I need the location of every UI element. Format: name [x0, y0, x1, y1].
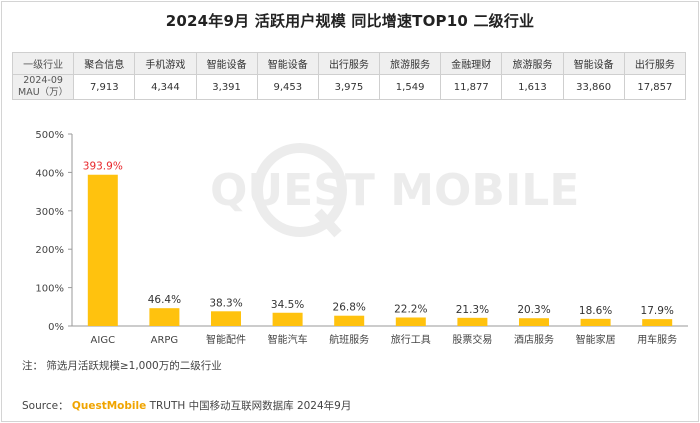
industry-cell: 手机游戏: [134, 52, 197, 75]
data-label: 20.3%: [517, 304, 550, 316]
bar: [272, 312, 303, 326]
table-row-mau: 2024-09 MAU（万） 7,913 4,344 3,391 9,453 3,975…: [11, 74, 687, 100]
mau-cell: 33,860: [562, 74, 625, 100]
row-header-mau-line1: 2024-09: [23, 75, 63, 86]
bar: [519, 318, 549, 326]
mau-cell: 7,913: [73, 74, 136, 100]
industry-cell: 旅游服务: [379, 52, 442, 75]
bar: [580, 318, 611, 326]
footnote: 注： 筛选月活跃规模≥1,000万的二级行业: [22, 360, 222, 372]
mau-cell: 11,877: [440, 74, 503, 100]
data-label: 18.6%: [579, 305, 612, 317]
bar: [211, 311, 241, 326]
mau-table: 一级行业 聚合信息 手机游戏 智能设备 智能设备 出行服务 旅游服务 金融理财 旅游服务 智能设…: [11, 52, 687, 100]
y-tick-label: 200%: [35, 245, 64, 256]
y-tick-label: 100%: [35, 284, 64, 295]
data-label: 26.8%: [333, 302, 366, 314]
source-label: Source：: [22, 400, 69, 412]
bar: [149, 308, 180, 326]
bar: [395, 317, 426, 326]
data-label: 22.2%: [394, 303, 427, 315]
category-labels: AIGC ARPG 智能配件 智能汽车 航班服务 旅行工具 股票交易 酒店服务 智能家居 用车服务: [91, 333, 678, 346]
row-header-mau: 2024-09 MAU（万）: [11, 74, 75, 100]
category-label: 用车服务: [637, 333, 677, 346]
mau-cell: 3,975: [317, 74, 381, 100]
mau-cell: 17,857: [623, 74, 687, 100]
data-label: 38.3%: [209, 297, 242, 309]
data-label: 46.4%: [148, 294, 181, 306]
industry-cell: 智能设备: [256, 52, 319, 75]
y-tick-label: 0%: [48, 322, 64, 333]
watermark-text: QUEST MOBILE: [210, 165, 579, 216]
mau-cell: 1,549: [379, 74, 442, 100]
category-label: 股票交易: [452, 333, 492, 346]
bar: [334, 315, 365, 326]
category-label: 旅行工具: [391, 333, 431, 346]
category-label: 酒店服务: [514, 333, 554, 346]
watermark: QUEST MOBILE: [210, 143, 579, 238]
watermark-ring: [253, 143, 347, 237]
y-tick-label: 500%: [35, 130, 64, 141]
industry-cell: 旅游服务: [501, 52, 564, 75]
mau-cell: 4,344: [134, 74, 197, 100]
mau-cell: 3,391: [195, 74, 258, 100]
category-label: 航班服务: [329, 333, 369, 346]
data-label: 21.3%: [456, 304, 489, 316]
mau-cell: 1,613: [501, 74, 564, 100]
category-label: 智能家居: [576, 333, 616, 346]
source-brand: QuestMobile: [71, 400, 147, 412]
bar: [642, 319, 673, 326]
bar: [87, 174, 118, 326]
y-axis: 0% 100% 200% 300% 400% 500%: [35, 130, 688, 333]
bar-series: [87, 174, 673, 326]
category-label: 智能汽车: [268, 333, 308, 346]
y-tick-label: 400%: [35, 168, 64, 179]
source-text: TRUTH 中国移动互联网数据库 2024年9月: [149, 400, 352, 412]
category-label: ARPG: [151, 335, 179, 346]
chart-title: 2024年9月 活跃用户规模 同比增速TOP10 二级行业: [165, 12, 535, 30]
y-tick-label: 300%: [35, 207, 64, 218]
watermark-tail: [314, 208, 342, 238]
bar: [457, 317, 488, 326]
category-label: 智能配件: [206, 333, 246, 346]
industry-cell: 金融理财: [440, 52, 503, 75]
source-line: Source： QuestMobile TRUTH 中国移动互联网数据库 202…: [22, 398, 351, 413]
data-label: 393.9%: [83, 161, 123, 173]
industry-cell: 智能设备: [562, 52, 625, 75]
row-header-mau-line2: MAU（万）: [18, 87, 69, 98]
table-row-industry: 一级行业 聚合信息 手机游戏 智能设备 智能设备 出行服务 旅游服务 金融理财 旅游服务 智能设…: [11, 52, 687, 75]
data-label: 34.5%: [271, 299, 304, 311]
value-labels: 393.9% 46.4% 38.3% 34.5% 26.8% 22.2% 21.3% 20.3…: [83, 161, 674, 317]
industry-cell: 智能设备: [195, 52, 258, 75]
data-label: 17.9%: [641, 305, 674, 317]
industry-cell: 出行服务: [623, 52, 687, 75]
category-label: AIGC: [91, 335, 116, 346]
